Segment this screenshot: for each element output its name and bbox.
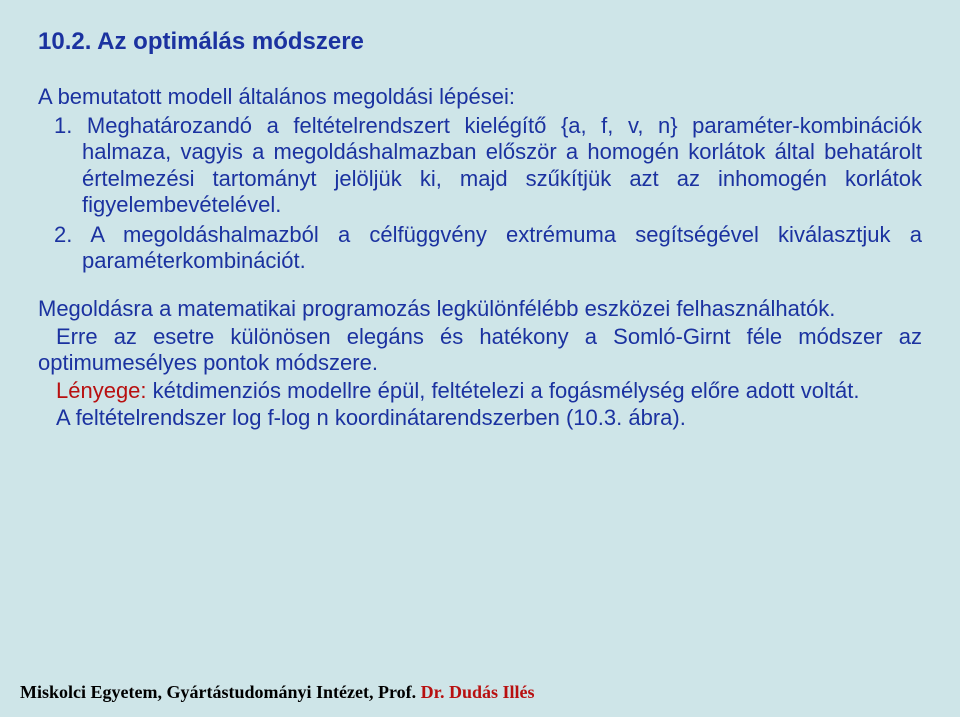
footer-author: Dr. Dudás Illés [421, 682, 535, 702]
para-3-rest: kétdimenziós modellre épül, feltételezi … [147, 378, 860, 403]
section-title: 10.2. Az optimálás módszere [38, 28, 922, 56]
intro-line: A bemutatott modell általános megoldási … [38, 84, 922, 110]
list-num-1: 1. [54, 113, 72, 138]
list-item-1: 1. Meghatározandó a feltételrendszert ki… [82, 113, 922, 219]
footer: Miskolci Egyetem, Gyártástudományi Intéz… [20, 682, 534, 703]
list-text-2: A megoldáshalmazból a célfüggvény extrém… [82, 222, 922, 273]
para-4: A feltételrendszer log f-log n koordinát… [38, 405, 922, 431]
para-2: Erre az esetre különösen elegáns és haté… [38, 324, 922, 377]
para-3-label: Lényege: [56, 378, 147, 403]
list-item-2: 2. A megoldáshalmazból a célfüggvény ext… [82, 222, 922, 275]
list-num-2: 2. [54, 222, 72, 247]
para-3: Lényege: kétdimenziós modellre épül, fel… [38, 378, 922, 404]
para-1: Megoldásra a matematikai programozás leg… [38, 296, 922, 322]
paragraph-block: Megoldásra a matematikai programozás leg… [38, 296, 922, 431]
footer-institution: Miskolci Egyetem, Gyártástudományi Intéz… [20, 682, 421, 702]
list-text-1: Meghatározandó a feltételrendszert kielé… [82, 113, 922, 217]
